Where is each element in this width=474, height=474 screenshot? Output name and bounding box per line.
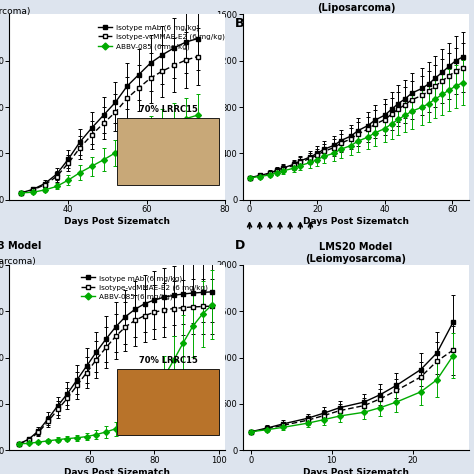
Y-axis label: Tumor Volume (mm³): Tumor Volume (mm³): [204, 313, 213, 402]
X-axis label: Days Post Sizematch: Days Post Sizematch: [303, 217, 409, 226]
Bar: [117, 369, 219, 436]
Bar: [117, 118, 219, 185]
Title: LPS28 Model
(Liposarcoma): LPS28 Model (Liposarcoma): [317, 0, 395, 13]
Text: B: B: [235, 17, 244, 29]
Y-axis label: Tumor Volume (mm³): Tumor Volume (mm³): [204, 63, 213, 151]
Text: 70% LRRC15: 70% LRRC15: [138, 105, 198, 114]
Title: LMS20 Model
(Leiomyosarcoma): LMS20 Model (Leiomyosarcoma): [306, 242, 407, 264]
Legend: Isotype mAb (6 mg/kg), Isotype-vcMMAE-E2 (6 mg/kg), ABBV-085 (6 mg/kg): Isotype mAb (6 mg/kg), Isotype-vcMMAE-E2…: [78, 272, 210, 303]
X-axis label: Days Post Sizematch: Days Post Sizematch: [303, 468, 409, 474]
Text: D: D: [235, 239, 245, 252]
X-axis label: Days Post Sizematch: Days Post Sizematch: [64, 468, 170, 474]
Text: yosarcoma): yosarcoma): [0, 257, 36, 266]
X-axis label: Days Post Sizematch: Days Post Sizematch: [64, 217, 170, 226]
Text: osarcoma): osarcoma): [0, 7, 31, 16]
Legend: Isotype mAb (6 mg/kg), Isotype-vcMMAE-E2 (6 mg/kg), ABBV-085 (6 mg/kg): Isotype mAb (6 mg/kg), Isotype-vcMMAE-E2…: [95, 21, 228, 53]
Text: S33 Model: S33 Model: [0, 241, 41, 251]
Text: 70% LRRC15: 70% LRRC15: [138, 356, 198, 365]
